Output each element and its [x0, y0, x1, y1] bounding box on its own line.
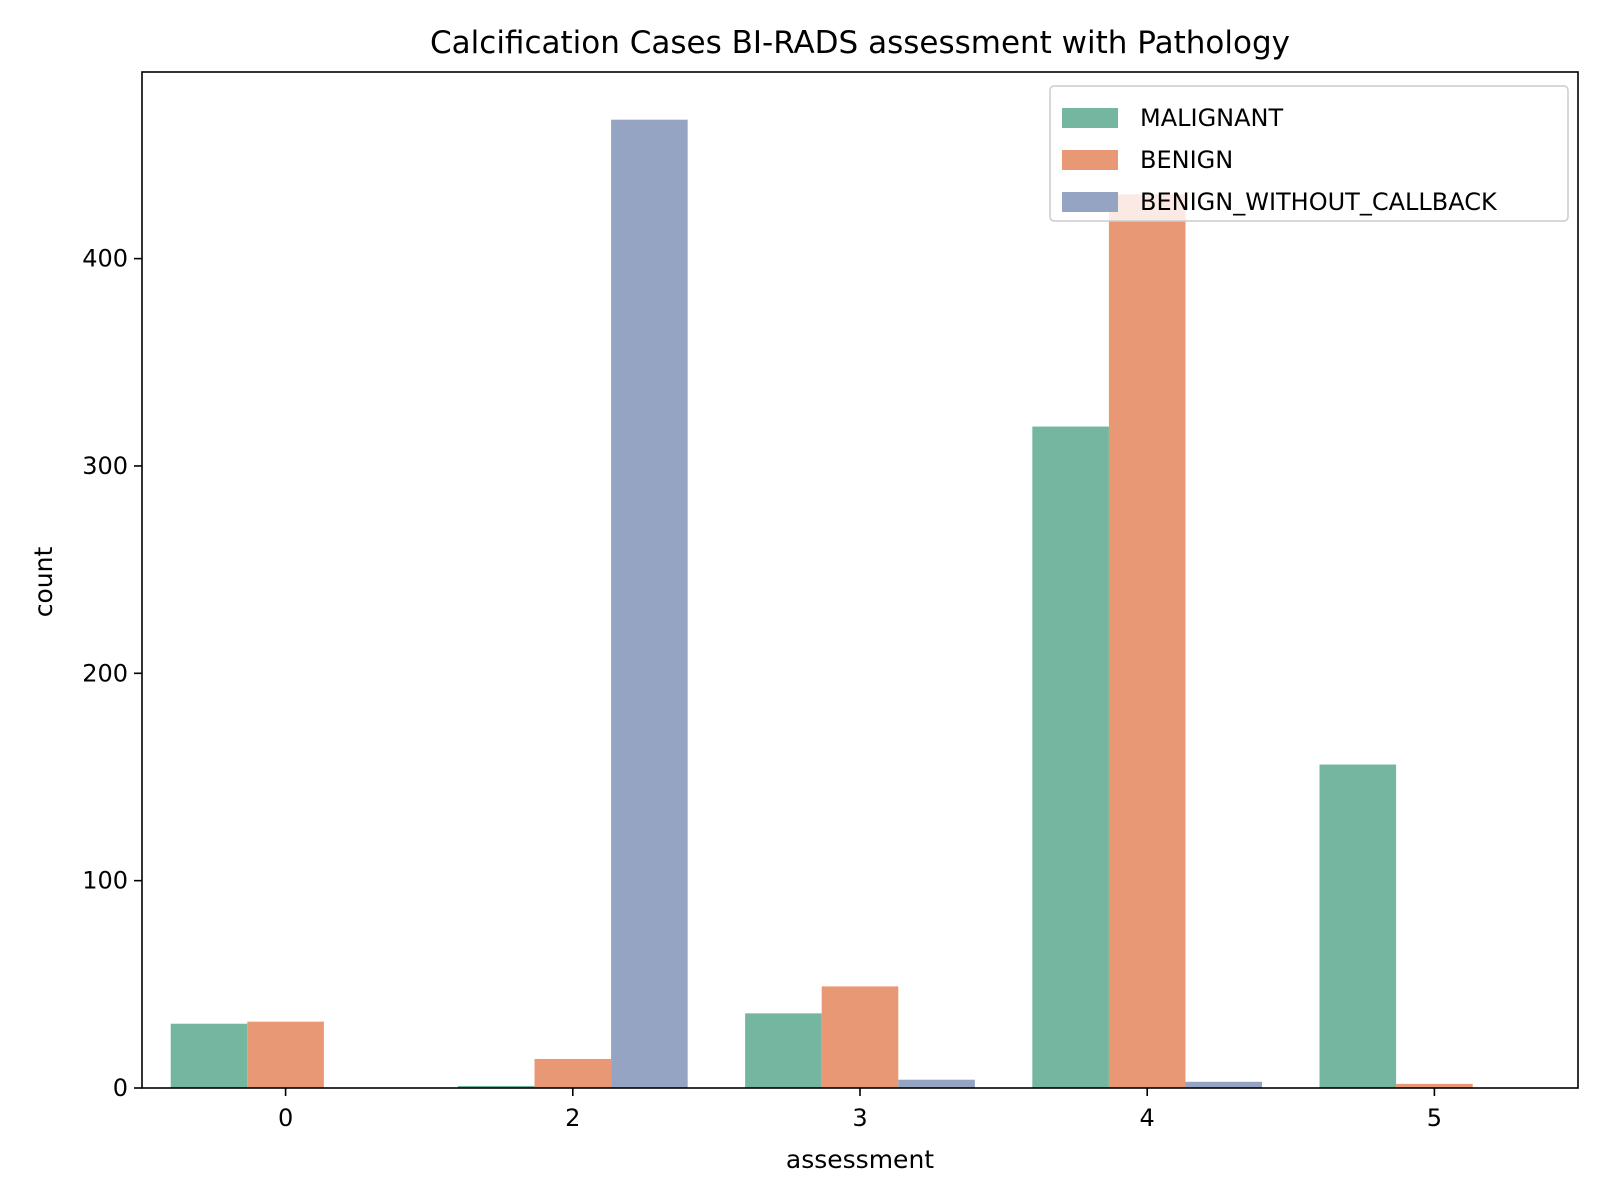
legend-swatch-benign	[1062, 150, 1118, 170]
bar-malignant-2	[457, 1085, 535, 1088]
x-axis-label: assessment	[786, 1145, 934, 1174]
legend-swatch-malignant	[1062, 108, 1118, 128]
bar-benign-0	[247, 1021, 324, 1088]
legend-label-malignant: MALIGNANT	[1140, 104, 1283, 132]
bar-benign-3	[821, 986, 899, 1088]
x-ticks-layer: 0 2 3 4 5	[278, 1088, 1442, 1132]
bar-malignant-4	[1032, 426, 1109, 1088]
legend: MALIGNANT BENIGN BENIGN_WITHOUT_CALLBACK	[1049, 85, 1569, 222]
bar-benign-2	[534, 1058, 612, 1088]
y-tick-label-400: 400	[82, 245, 128, 273]
legend-swatch-benign-without-callback	[1062, 192, 1118, 212]
bars-layer	[170, 119, 1473, 1088]
bar-malignant-0	[170, 1023, 248, 1088]
bar-benign-without-callback-4	[1185, 1081, 1263, 1088]
y-tick-label-0: 0	[113, 1074, 128, 1102]
y-tick-label-100: 100	[82, 867, 128, 895]
y-ticks-layer: 0 100 200 300 400	[82, 245, 142, 1102]
y-tick-label-300: 300	[82, 452, 128, 480]
bar-benign-without-callback-3	[898, 1079, 975, 1088]
bar-malignant-5	[1319, 764, 1397, 1088]
bar-benign-without-callback-2	[611, 119, 688, 1088]
x-tick-label-4: 4	[1140, 1104, 1155, 1132]
legend-label-benign-without-callback: BENIGN_WITHOUT_CALLBACK	[1140, 188, 1498, 216]
x-tick-label-0: 0	[278, 1104, 293, 1132]
bar-malignant-3	[745, 1013, 822, 1088]
plot-frame	[141, 71, 1579, 1089]
legend-box	[1049, 85, 1569, 222]
chart-title: Calcification Cases BI-RADS assessment w…	[430, 25, 1290, 61]
x-tick-label-3: 3	[852, 1104, 867, 1132]
x-tick-label-5: 5	[1427, 1104, 1442, 1132]
bar-benign-5	[1396, 1083, 1473, 1088]
x-tick-label-2: 2	[565, 1104, 580, 1132]
y-tick-label-200: 200	[82, 659, 128, 687]
bar-benign-4	[1108, 194, 1186, 1088]
legend-label-benign: BENIGN	[1140, 146, 1233, 174]
y-axis-label: count	[29, 547, 58, 618]
